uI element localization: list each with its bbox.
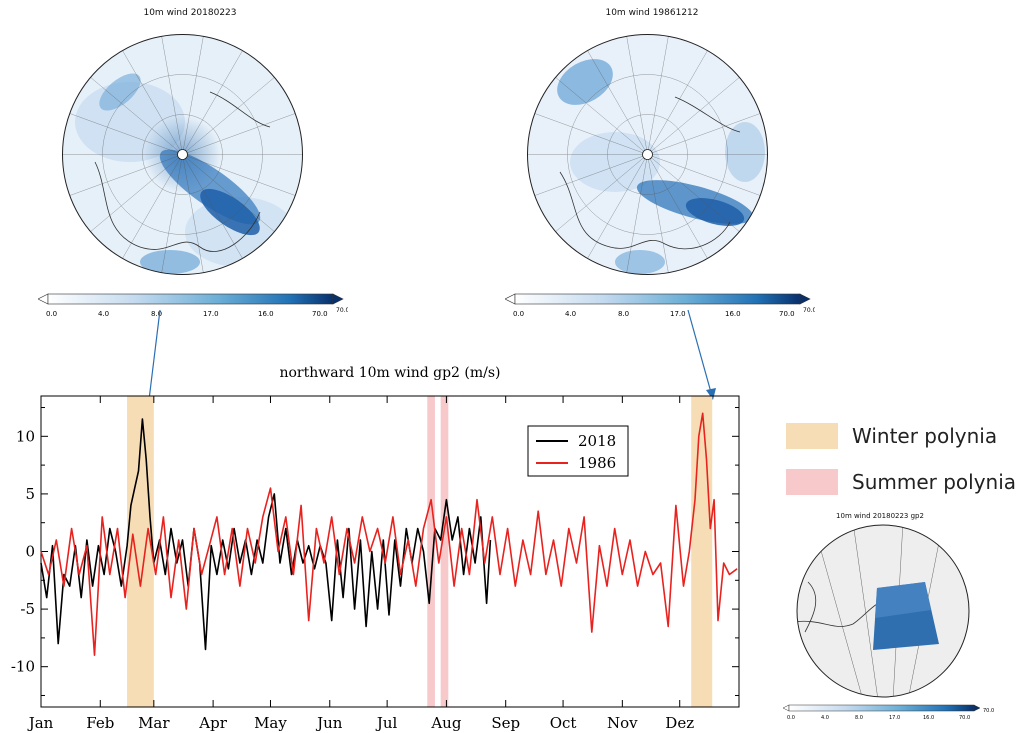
inset-cb-tick-4: 16.0: [923, 715, 934, 721]
right-cb-tick-4: 16.0: [725, 310, 741, 318]
x-tick-label-5: Jun: [315, 714, 343, 732]
left-map-coastline-2: [209, 91, 271, 128]
x-tick-label-1: Feb: [86, 714, 114, 732]
chart-axes: -10 -5 0 5 10 Jan Feb Mar Apr May Jun Jul Aug Sep Oct N…: [11, 395, 740, 732]
inset-cb-tick-0: 0.0: [787, 715, 795, 721]
left-cb-tick-1: 4.0: [98, 310, 109, 318]
left-map-meridians: [62, 36, 303, 273]
y-tick-label-2: 0: [25, 543, 35, 561]
left-connector-arrow: [147, 309, 161, 409]
legend-box: [527, 425, 629, 477]
x-tick-label-9: Oct: [550, 714, 577, 732]
right-cb-tick-2: 8.0: [618, 310, 629, 318]
y-tick-label-4: 10: [16, 427, 35, 445]
series-line-1986: [40, 412, 738, 657]
x-tick-label-2: Mar: [138, 714, 170, 732]
left-cb-tick-0: 0.0: [46, 310, 57, 318]
inset-cb-tick-3: 17.0: [889, 715, 900, 721]
highlight-span-1: [427, 396, 435, 707]
right-map-title: 10m wind 19861212: [605, 8, 699, 18]
x-tick-label-7: Aug: [430, 714, 461, 732]
left-colorbar: 0.0 4.0 8.0 17.0 16.0 70.0 70.0: [38, 293, 348, 318]
right-map-coastline: [559, 171, 731, 250]
inset-map: [796, 524, 970, 698]
x-tick-label-6: Jul: [375, 714, 398, 732]
series-line-2018: [40, 418, 492, 651]
summer-legend-label: Summer polynia: [852, 470, 1017, 494]
right-connector-arrow: [687, 309, 713, 397]
x-tick-label-3: Apr: [198, 714, 227, 732]
right-cb-tick-0: 0.0: [513, 310, 524, 318]
right-map-coastline-2: [674, 96, 741, 133]
inset-colorbar: 0.0 4.0 8.0 17.0 16.0 70.0 70.0: [783, 704, 994, 721]
x-tick-label-4: May: [254, 714, 287, 732]
x-tick-label-10: Nov: [607, 714, 638, 732]
main-chart: northward 10m wind gp2 (m/s) -10 -5 0 5 10 Ja…: [11, 309, 740, 732]
right-connector-arrowhead: [706, 388, 716, 400]
y-tick-label-1: -5: [20, 600, 35, 618]
highlight-span-3: [691, 396, 713, 707]
left-map-pole: [177, 149, 188, 160]
right-polar-map: [527, 34, 768, 275]
left-cb-tick-2: 8.0: [151, 310, 162, 318]
right-map-pole: [642, 149, 653, 160]
right-cb-tick-5: 70.0: [779, 310, 795, 318]
chart-legend: 2018 1986: [527, 425, 629, 477]
chart-title: northward 10m wind gp2 (m/s): [279, 365, 500, 381]
legend-label-2018: 2018: [578, 432, 616, 450]
summer-legend-swatch: [786, 469, 838, 495]
left-cb-tick-3: 17.0: [203, 310, 219, 318]
right-map-meridians: [527, 36, 768, 273]
inset-cb-tick-1: 4.0: [821, 715, 829, 721]
winter-legend-label: Winter polynia: [852, 424, 998, 448]
x-tick-label-0: Jan: [27, 714, 54, 732]
winter-legend-item: Winter polynia: [786, 420, 997, 452]
legend-label-1986: 1986: [578, 454, 616, 472]
inset-cb-tick-5: 70.0: [959, 715, 970, 721]
y-tick-label-3: 5: [25, 485, 35, 503]
x-tick-label-11: Dez: [665, 714, 694, 732]
left-map-title: 10m wind 20180223: [143, 8, 237, 18]
winter-legend-swatch: [786, 423, 838, 449]
left-cb-unit: 70.0: [336, 307, 348, 314]
left-cb-tick-5: 70.0: [312, 310, 328, 318]
right-cb-unit: 70.0: [803, 307, 815, 314]
right-colorbar: 0.0 4.0 8.0 17.0 16.0 70.0 70.0: [505, 293, 815, 318]
chart-series: [40, 412, 738, 657]
y-tick-label-0: -10: [11, 658, 35, 676]
left-cb-tick-4: 16.0: [258, 310, 274, 318]
right-cb-tick-3: 17.0: [670, 310, 686, 318]
highlight-span-2: [440, 396, 449, 707]
left-polar-map: [62, 34, 303, 275]
right-cb-tick-1: 4.0: [565, 310, 576, 318]
inset-cb-unit: 70.0: [983, 708, 994, 714]
inset-map-title: 10m wind 20180223 gp2: [836, 512, 924, 520]
left-map-coastline: [94, 161, 261, 252]
inset-cb-tick-2: 8.0: [855, 715, 863, 721]
summer-legend-item: Summer polynia: [786, 466, 1016, 498]
x-tick-label-8: Sep: [491, 714, 520, 732]
